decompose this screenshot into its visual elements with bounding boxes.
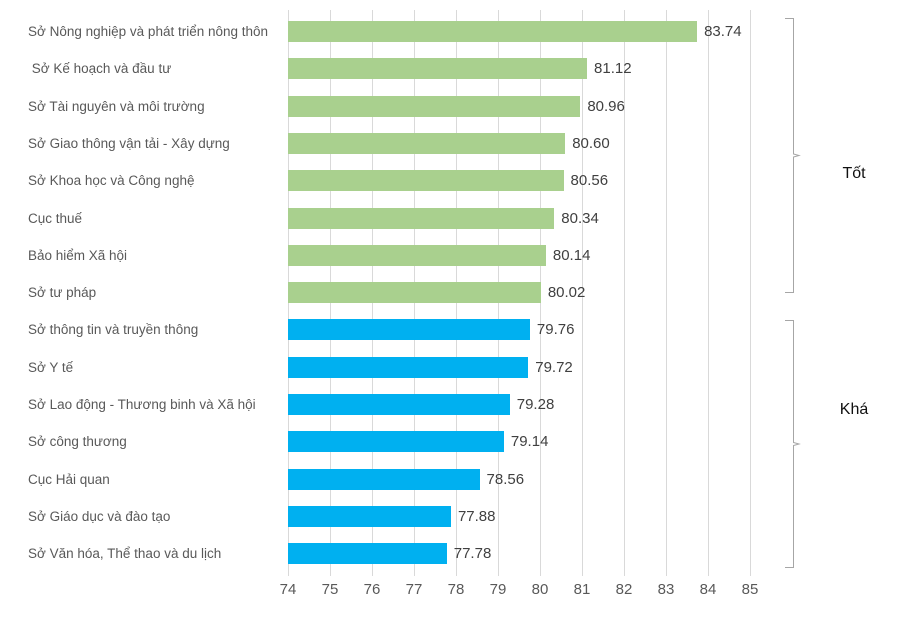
bar: [288, 207, 555, 229]
x-tick-label: 80: [531, 581, 549, 598]
value-label: 79.14: [510, 433, 549, 451]
value-label: 81.12: [594, 60, 632, 78]
bracket-tot: [785, 18, 801, 293]
bar: [288, 394, 510, 415]
group-label-kha: Khá: [839, 401, 869, 418]
x-tick-label: 79: [489, 581, 507, 598]
category-label: Sở Y tế: [28, 359, 74, 375]
group-label-tot: Tốt: [842, 165, 866, 182]
bar: [288, 58, 588, 80]
bar: [288, 505, 451, 527]
x-tick-label: 77: [405, 581, 423, 598]
bar: [288, 543, 447, 565]
value-label: 77.78: [453, 545, 492, 563]
category-label: Sở Kế hoạch và đầu tư: [28, 61, 172, 77]
bar: [288, 431, 504, 453]
x-tick-label: 78: [447, 581, 465, 598]
category-label: Sở Lao động - Thương binh và Xã hội: [28, 397, 256, 412]
bracket-kha: [785, 320, 801, 568]
value-label: 80.96: [587, 97, 625, 115]
bar: [288, 95, 581, 117]
gridline: [750, 10, 751, 576]
bar: [288, 244, 546, 266]
bar: [288, 21, 698, 42]
bar: [288, 170, 564, 192]
value-label: 83.74: [704, 23, 742, 40]
category-label: Sở Tài nguyên và môi trường: [28, 98, 205, 114]
gridline: [666, 10, 667, 576]
value-label: 77.88: [457, 507, 496, 525]
category-label: Sở Văn hóa, Thể thao và du lịch: [28, 546, 222, 562]
bar: [288, 468, 480, 490]
category-label: Sở tư pháp: [28, 285, 97, 301]
x-tick-label: 76: [363, 581, 381, 598]
category-label: Sở công thương: [28, 434, 127, 450]
category-label: Sở Khoa học và Công nghệ: [28, 173, 195, 189]
x-tick-label: 75: [321, 581, 339, 598]
gridline: [582, 10, 583, 576]
value-label: 79.72: [535, 358, 573, 376]
x-tick-label: 85: [741, 581, 759, 598]
gridline: [708, 10, 709, 576]
value-label: 79.76: [536, 321, 575, 339]
value-label: 79.28: [516, 396, 555, 413]
bar: [288, 356, 529, 378]
x-tick-label: 82: [615, 581, 633, 598]
value-label: 78.56: [486, 470, 525, 488]
gridline: [624, 10, 625, 576]
category-label: Sở Nông nghiệp và phát triển nông thôn: [28, 24, 269, 39]
x-tick-label: 84: [699, 581, 717, 598]
value-label: 80.56: [570, 172, 609, 190]
x-tick-label: 74: [279, 581, 297, 598]
value-label: 80.34: [561, 209, 599, 227]
category-label: Bảo hiểm Xã hội: [28, 247, 128, 263]
bar: [288, 282, 541, 304]
value-label: 80.02: [547, 284, 586, 302]
category-label: Cục Hải quan: [28, 471, 110, 487]
bar: [288, 132, 566, 154]
x-tick-label: 83: [657, 581, 675, 598]
value-label: 80.14: [552, 246, 591, 264]
category-label: Sở Giao thông vận tải - Xây dựng: [28, 135, 230, 151]
category-label: Sở Giáo dục và đào tạo: [28, 508, 171, 524]
category-label: Sở thông tin và truyền thông: [28, 322, 199, 338]
category-label: Cục thuế: [28, 210, 83, 226]
bar: [288, 319, 530, 341]
x-tick-label: 81: [573, 581, 591, 598]
value-label: 80.60: [572, 134, 610, 152]
